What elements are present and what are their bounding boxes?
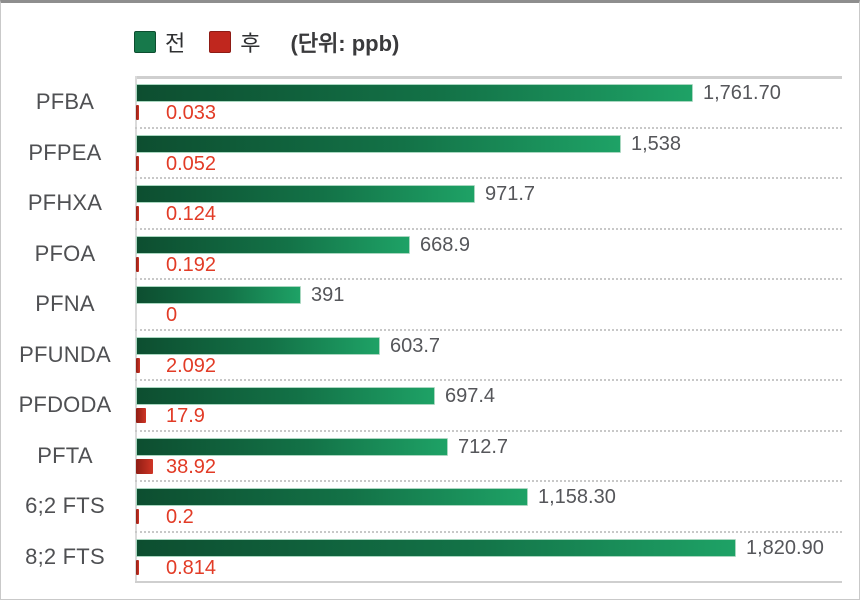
after-value-label: 0.124: [166, 203, 217, 225]
legend-item-before: 전: [134, 26, 185, 58]
after-bar: [136, 358, 140, 373]
after-bar: [136, 257, 139, 272]
before-value-label: 971.7: [485, 183, 536, 205]
after-bar: [136, 459, 153, 474]
before-series-swatch-icon: [134, 31, 156, 53]
before-bar: [136, 286, 301, 304]
plot-top-border: [135, 76, 842, 79]
before-value-label: 668.9: [420, 234, 471, 256]
after-bar: [136, 509, 139, 524]
chart-legend: 전 후 (단위: ppb): [134, 26, 399, 58]
row-separator: [135, 278, 842, 280]
before-bar: [136, 135, 621, 153]
category-label: 6;2 FTS: [25, 492, 105, 518]
before-bar: [136, 236, 410, 254]
after-value-label: 0: [166, 304, 178, 326]
unit-label: (단위: ppb): [290, 31, 400, 56]
row-separator: [135, 329, 842, 331]
after-bar: [136, 156, 139, 171]
category-label: PFOA: [34, 240, 96, 266]
row-separator: [135, 480, 842, 482]
after-value-label: 0.814: [166, 557, 217, 579]
before-value-label: 712.7: [458, 436, 509, 458]
after-value-label: 2.092: [166, 355, 217, 377]
after-value-label: 0.052: [166, 153, 217, 175]
category-label: PFPEA: [28, 139, 102, 165]
legend-before-label: 전: [165, 31, 186, 56]
before-bar: [136, 438, 448, 456]
row-separator: [135, 379, 842, 381]
before-bar: [136, 387, 435, 405]
before-bar: [136, 337, 380, 355]
before-value-label: 603.7: [390, 335, 441, 357]
row-separator: [135, 430, 842, 432]
row-separator: [135, 127, 842, 129]
plot-bottom-border: [135, 581, 842, 583]
before-bar: [136, 488, 528, 506]
before-value-label: 1,538: [631, 133, 682, 155]
after-bar: [136, 206, 139, 221]
legend-after-label: 후: [240, 31, 261, 56]
before-value-label: 697.4: [445, 385, 496, 407]
after-bar: [136, 105, 139, 120]
after-value-label: 0.033: [166, 102, 217, 124]
after-bar: [136, 408, 146, 423]
after-bar: [136, 560, 139, 575]
after-value-label: 17.9: [166, 405, 205, 427]
before-bar: [136, 84, 693, 102]
category-label: PFUNDA: [19, 341, 111, 367]
before-value-label: 1,820.90: [746, 537, 824, 559]
y-axis-line: [135, 76, 137, 581]
row-separator: [135, 531, 842, 533]
category-label: PFTA: [37, 442, 93, 468]
after-series-swatch-icon: [209, 31, 232, 53]
category-label: 8;2 FTS: [25, 543, 105, 569]
after-value-label: 0.192: [166, 254, 217, 276]
after-value-label: 38.92: [166, 456, 217, 478]
category-label: PFNA: [35, 290, 95, 316]
category-label: PFHXA: [27, 189, 103, 215]
after-value-label: 0.2: [166, 506, 194, 528]
before-bar: [136, 539, 736, 557]
legend-item-after: 후: [209, 26, 261, 58]
category-label: PFBA: [35, 88, 95, 114]
category-label: PFDODA: [18, 391, 112, 417]
before-value-label: 391: [311, 284, 345, 306]
before-value-label: 1,158.30: [538, 486, 616, 508]
row-separator: [135, 177, 842, 179]
before-value-label: 1,761.70: [703, 82, 781, 104]
before-bar: [136, 185, 475, 203]
row-separator: [135, 228, 842, 230]
